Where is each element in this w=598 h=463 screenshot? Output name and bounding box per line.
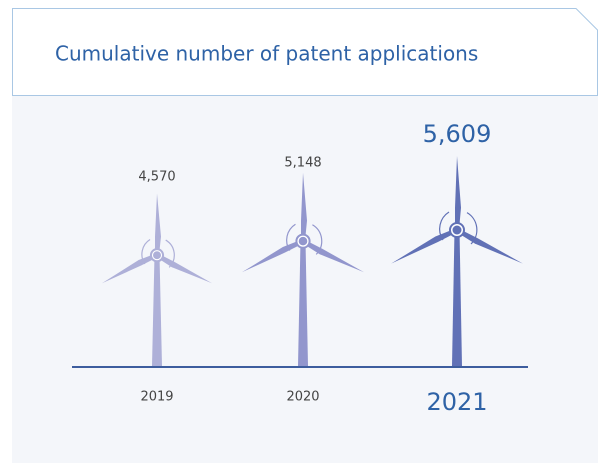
hub-core (153, 251, 161, 260)
turbine (101, 193, 213, 366)
blade (301, 172, 307, 242)
arc (286, 223, 296, 251)
tower (298, 241, 308, 366)
blade (155, 193, 161, 256)
arc (439, 211, 450, 241)
tower (452, 230, 462, 366)
blade (302, 239, 365, 273)
blade (101, 253, 158, 284)
blade (456, 228, 523, 264)
value-label: 4,570 (138, 170, 175, 185)
blade (156, 253, 213, 284)
x-tick-label: 2021 (426, 388, 487, 416)
turbine (391, 156, 523, 366)
arc (165, 239, 175, 268)
arc (312, 224, 323, 255)
hub-core (452, 225, 462, 235)
arc (466, 212, 478, 245)
x-tick-label: 2019 (140, 390, 173, 405)
tower (152, 255, 162, 366)
chart-title: Cumulative number of patent applications (55, 42, 478, 66)
arc (141, 239, 151, 265)
x-tick-label: 2020 (286, 390, 319, 405)
value-label: 5,148 (284, 156, 321, 171)
blade (455, 156, 461, 230)
hub-core (298, 236, 308, 246)
value-label: 5,609 (423, 120, 492, 148)
turbine (241, 172, 365, 366)
